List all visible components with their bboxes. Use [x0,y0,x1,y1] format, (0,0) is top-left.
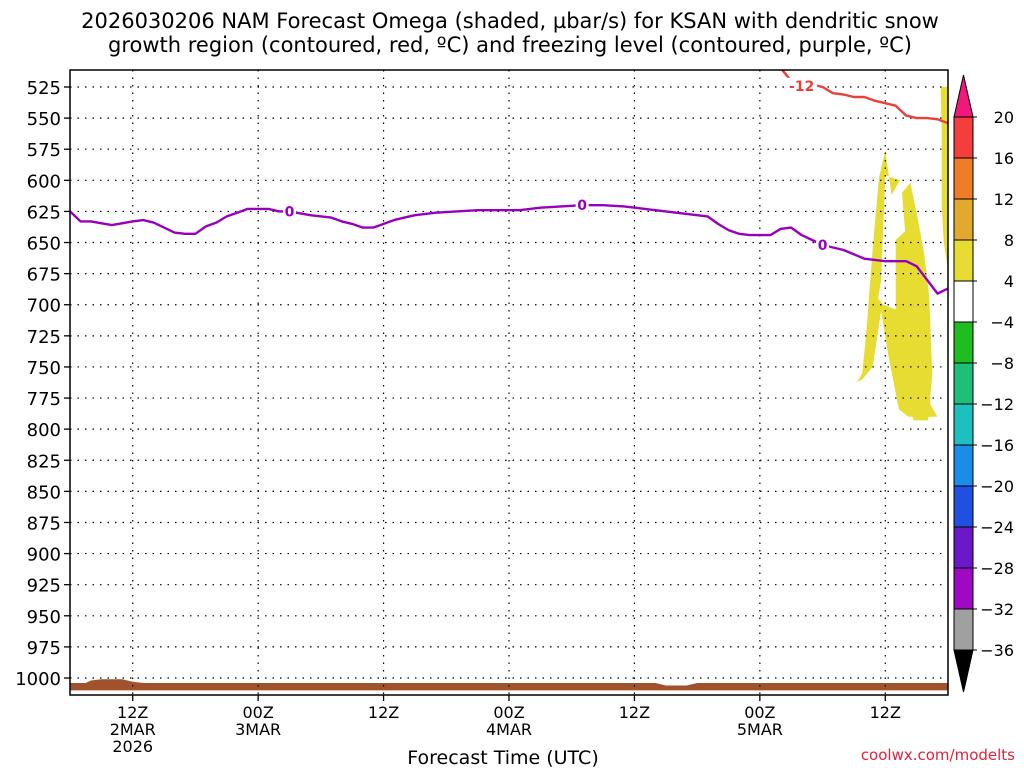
plot-border [69,69,949,696]
contour-series: 0 0 0 -12 [70,70,948,295]
title-line-2: growth region (contoured, red, ºC) and f… [108,33,912,57]
x-tick-label: 12Z [368,703,399,722]
y-tick-label: 850 [27,482,61,503]
x-tick-label: 2MAR [110,720,156,739]
colorbar-bin [953,239,974,282]
y-tick-label: 575 [27,140,61,161]
colorbar-bin [953,403,974,446]
gridlines [70,70,948,695]
contour-label-1-2: 0 [577,198,587,214]
colorbar-bin [953,608,974,651]
y-tick-label: 950 [27,607,61,628]
y-tick-label: 625 [27,202,61,223]
pressure-axis: 525 550 575 600 625 650 675 700 725 750 775 800 825 8… [15,78,70,690]
chart-title: 2026030206 NAM Forecast Omega (shaded, µ… [81,9,939,57]
colorbar-bin [953,198,974,241]
y-tick-label: 700 [27,296,61,317]
y-tick-label: 975 [27,638,61,659]
x-tick-label: 12Z [117,703,148,722]
colorbar-bin [953,362,974,405]
y-tick-label: 825 [27,451,61,472]
contour-label-1-3: 0 [818,238,828,254]
colorbar-tick-label: −24 [980,518,1014,537]
x-tick-label: 12Z [870,703,901,722]
contour-label-2-1: -12 [789,79,814,95]
y-tick-label: 750 [27,358,61,379]
omega-shade-region-2 [890,182,933,421]
colorbar-bin [953,321,974,364]
colorbar-bin [953,526,974,569]
colorbar-tick-label: −4 [990,313,1014,332]
y-tick-label: 675 [27,265,61,286]
y-tick-label: 650 [27,234,61,255]
x-axis-label: Forecast Time (UTC) [407,747,598,768]
contour-label-bg [786,77,818,94]
y-tick-label: 925 [27,576,61,597]
x-tick-label: 00Z [242,703,273,722]
colorbar-bin [953,567,974,610]
colorbar-tick-label: 16 [994,149,1014,168]
colorbar-bin [953,444,974,487]
colorbar-tick-label: 12 [994,190,1014,209]
omega-shading [857,87,948,421]
x-tick-label: 5MAR [737,720,783,739]
x-tick-label: 2026 [112,737,153,756]
x-tick-label: 12Z [619,703,650,722]
terrain-fill [70,679,948,691]
colorbar-bin [953,485,974,528]
credit-text: coolwx.com/modelts [861,746,1015,764]
y-tick-label: 550 [27,109,61,130]
colorbar-tick-label: 4 [1004,272,1014,291]
x-tick-label: 3MAR [235,720,281,739]
y-tick-label: 775 [27,389,61,410]
contour-label-bg [575,197,589,214]
colorbar-tick-label: −8 [990,354,1014,373]
x-tick-label: 4MAR [486,720,532,739]
colorbar-tick-label: −28 [980,559,1014,578]
contour-label-1-1: 0 [285,204,295,220]
x-tick-label: 00Z [744,703,775,722]
omega-shade-region-3 [940,87,948,270]
colorbar-bin [953,280,974,323]
colorbar-tick-label: 8 [1004,231,1014,250]
y-tick-label: 900 [27,545,61,566]
contour-label-bg [283,203,296,220]
colorbar-bin [953,157,974,200]
y-tick-label: 800 [27,420,61,441]
terrain-layer [70,679,948,691]
contour-label-bg [816,237,830,254]
contour-line-1 [70,204,948,295]
colorbar-tick-label: 20 [994,108,1014,127]
plot-frame [69,69,949,696]
title-line-1: 2026030206 NAM Forecast Omega (shaded, µ… [81,9,939,33]
colorbar-bottom-arrow [953,649,974,693]
y-tick-label: 1000 [15,669,61,690]
colorbar-tick-label: −12 [980,395,1014,414]
colorbar-tick-label: −16 [980,436,1014,455]
x-tick-label: 00Z [493,703,524,722]
colorbar-tick-label: −20 [980,477,1014,496]
y-tick-label: 525 [27,78,61,99]
colorbar-top-arrow [953,74,974,118]
y-tick-label: 725 [27,327,61,348]
y-tick-label: 600 [27,171,61,192]
colorbar-bin [953,116,974,159]
colorbar-tick-label: −36 [980,641,1014,660]
y-tick-label: 875 [27,513,61,534]
colorbar: 20 16 12 8 4 −4 −8 −12 −16 −20 −24 −28 −32 −36 [953,74,1014,693]
colorbar-tick-label: −32 [980,600,1014,619]
